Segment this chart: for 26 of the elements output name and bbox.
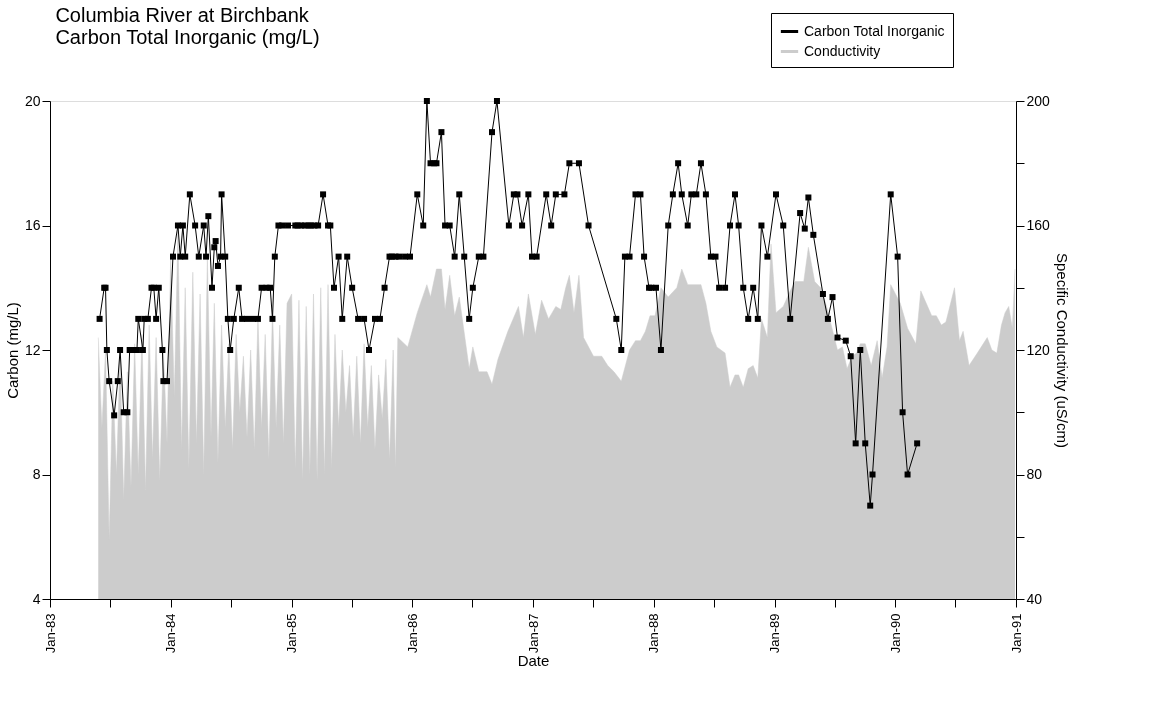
x-tick-label: Jan-85 — [284, 613, 300, 654]
x-tick-label: Jan-83 — [42, 613, 58, 654]
y-tick-label: 8 — [32, 466, 41, 482]
y2-axis-title: Specific Conductivity (uS/cm) — [1053, 252, 1071, 449]
y2-tick-label: 160 — [1026, 217, 1051, 233]
x-tick-label: Jan-89 — [767, 613, 783, 654]
y2-tick-label: 120 — [1026, 341, 1051, 358]
y-tick-label: 20 — [24, 92, 41, 109]
legend-label: Carbon Total Inorganic — [804, 22, 945, 39]
y-tick-label: 4 — [32, 590, 41, 607]
y2-tick-label: 200 — [1026, 92, 1051, 109]
x-tick-label: Jan-86 — [404, 613, 420, 654]
x-tick-label: Jan-84 — [163, 613, 179, 654]
x-axis-title: Date — [517, 652, 550, 670]
y2-tick-label: 40 — [1026, 590, 1043, 607]
y-axis-title: Carbon (mg/L) — [3, 302, 21, 399]
chart-title: Columbia River at Birchbank — [55, 3, 310, 26]
chart-subtitle: Carbon Total Inorganic (mg/L) — [55, 25, 320, 48]
x-tick-label: Jan-91 — [1008, 613, 1024, 654]
y-tick-label: 12 — [24, 341, 41, 358]
y-tick-label: 16 — [24, 217, 41, 233]
legend-label: Conductivity — [804, 42, 881, 59]
x-tick-label: Jan-87 — [525, 613, 541, 654]
y2-tick-label: 80 — [1026, 466, 1043, 482]
x-tick-label: Jan-88 — [646, 613, 662, 654]
x-tick-label: Jan-90 — [887, 613, 903, 654]
